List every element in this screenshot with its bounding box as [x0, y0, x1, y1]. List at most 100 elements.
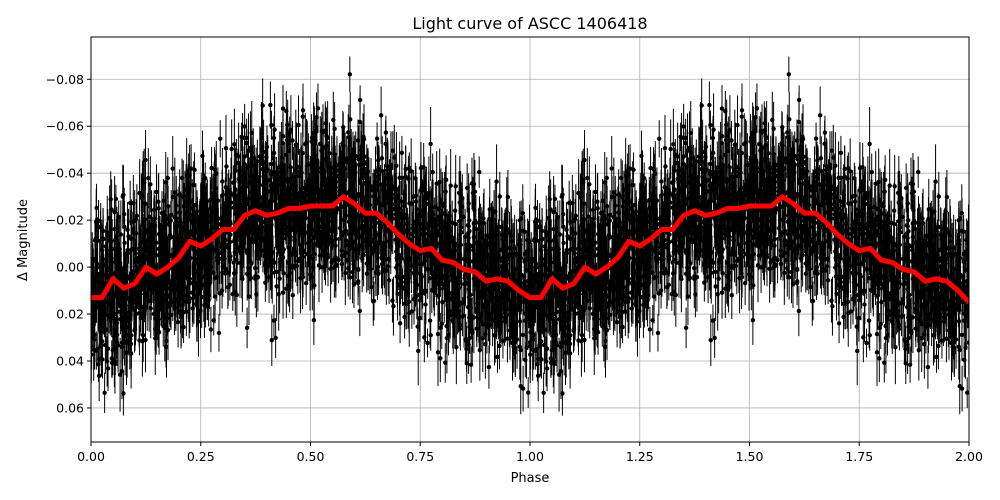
data-point	[719, 106, 725, 111]
data-point	[933, 179, 938, 184]
data-point	[166, 221, 172, 227]
data-point	[494, 179, 499, 184]
data-point	[609, 166, 614, 171]
data-point	[280, 106, 286, 111]
data-point	[916, 348, 922, 353]
data-point	[900, 313, 906, 318]
data-point	[861, 335, 866, 340]
data-point	[567, 336, 572, 342]
data-point	[785, 134, 791, 140]
data-point	[170, 166, 175, 171]
data-point	[108, 197, 113, 202]
data-point	[379, 255, 384, 260]
data-point	[461, 313, 467, 318]
data-point	[273, 335, 278, 341]
data-point	[346, 266, 351, 271]
data-point	[817, 113, 823, 118]
data-point	[602, 180, 607, 185]
data-point	[547, 197, 552, 202]
data-point	[724, 122, 729, 128]
data-point	[285, 122, 290, 128]
data-point	[877, 356, 882, 361]
data-point	[668, 146, 673, 152]
data-point	[605, 221, 611, 227]
data-point	[525, 390, 531, 395]
data-point	[681, 124, 686, 129]
data-point	[422, 335, 427, 340]
data-point	[796, 119, 802, 125]
data-point	[229, 146, 234, 152]
data-point	[399, 150, 405, 156]
data-point	[415, 324, 420, 329]
data-point	[438, 356, 443, 361]
data-point	[784, 160, 790, 165]
data-point	[887, 183, 892, 188]
data-point	[818, 255, 823, 260]
data-point	[169, 212, 174, 218]
data-point	[936, 343, 941, 349]
data-point	[786, 72, 792, 77]
data-point	[497, 343, 502, 349]
data-point	[703, 144, 709, 150]
data-point	[427, 318, 433, 323]
data-point	[276, 292, 281, 297]
data-point	[750, 318, 756, 323]
data-point	[716, 276, 721, 281]
data-point	[964, 390, 969, 395]
data-point	[813, 136, 819, 141]
data-point	[845, 176, 850, 181]
data-point	[495, 354, 500, 360]
data-point	[869, 169, 874, 175]
data-point	[729, 138, 734, 143]
data-point	[854, 324, 859, 329]
data-point	[374, 136, 380, 141]
data-point	[647, 327, 653, 332]
data-point	[295, 258, 301, 264]
data-point	[264, 144, 270, 150]
data-point	[614, 319, 620, 325]
data-point	[200, 153, 205, 159]
data-point	[715, 292, 720, 297]
data-point	[719, 290, 725, 295]
data-point	[639, 153, 644, 159]
data-point	[121, 391, 126, 396]
data-point	[959, 332, 965, 338]
data-point	[128, 336, 133, 342]
data-point	[216, 330, 222, 336]
data-point	[560, 391, 565, 396]
data-point	[242, 124, 247, 129]
data-point	[357, 119, 363, 125]
data-point	[232, 239, 237, 244]
data-point	[864, 340, 869, 346]
data-point	[936, 194, 941, 199]
data-point	[796, 308, 802, 314]
data-point	[448, 183, 453, 188]
data-point	[838, 150, 844, 156]
data-point	[357, 308, 363, 314]
data-point	[608, 212, 613, 218]
data-point	[218, 136, 223, 141]
data-point	[280, 290, 286, 295]
data-point	[712, 335, 717, 341]
data-point	[430, 169, 435, 175]
data-point	[257, 154, 263, 159]
data-point	[585, 175, 590, 181]
data-point	[785, 266, 790, 271]
data-point	[283, 152, 289, 158]
data-point	[722, 152, 728, 158]
data-point	[477, 348, 483, 353]
data-point	[565, 234, 570, 239]
data-point	[425, 340, 430, 346]
data-point	[497, 194, 502, 199]
data-point	[172, 190, 178, 195]
data-point	[290, 138, 295, 143]
data-point	[657, 136, 662, 141]
data-point	[611, 190, 617, 195]
data-point	[734, 258, 740, 264]
data-point	[866, 318, 872, 323]
data-point	[655, 330, 661, 336]
data-point	[520, 332, 526, 338]
data-point	[175, 319, 181, 325]
chart-title: Light curve of ASCC 1406418	[412, 14, 647, 33]
data-point	[671, 239, 676, 244]
